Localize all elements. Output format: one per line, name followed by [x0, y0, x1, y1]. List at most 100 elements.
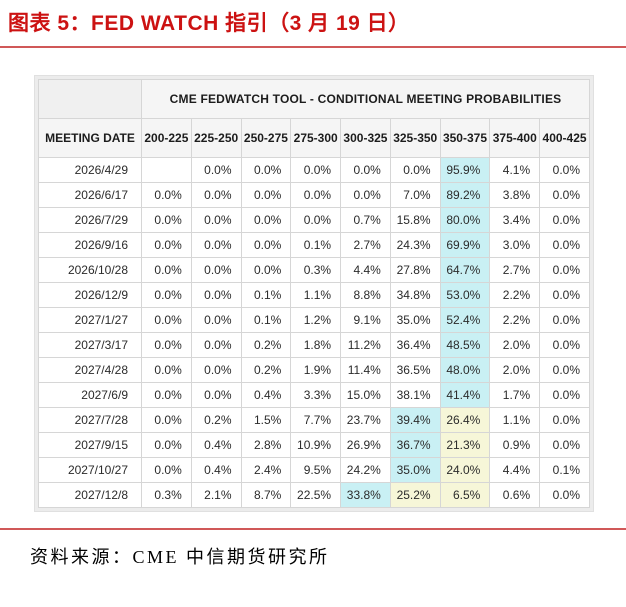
meeting-date-cell: 2027/7/28 — [38, 407, 142, 433]
probability-cell: 11.2% — [340, 332, 391, 358]
table-title: CME FEDWATCH TOOL - CONDITIONAL MEETING … — [141, 79, 590, 119]
probability-cell: 0.3% — [290, 257, 342, 283]
probability-cell: 3.0% — [489, 232, 541, 258]
probability-cell: 0.0% — [190, 157, 242, 183]
probability-cell: 25.2% — [389, 482, 441, 508]
probability-cell: 0.0% — [141, 282, 192, 308]
probability-cell: 1.9% — [290, 357, 342, 383]
probability-cell: 1.1% — [290, 282, 342, 308]
probability-cell: 80.0% — [439, 207, 491, 233]
probability-cell: 23.7% — [340, 407, 391, 433]
probability-cell: 21.3% — [439, 432, 491, 458]
table-row: 2026/4/29 0.0% 0.0% 0.0% 0.0% 0.0% 95.9% 4.1% 0.… — [38, 157, 590, 183]
probability-cell: 0.0% — [190, 232, 242, 258]
meeting-date-cell: 2027/10/27 — [38, 457, 142, 483]
meeting-date-cell: 2027/4/28 — [38, 357, 142, 383]
probability-cell: 0.0% — [190, 282, 242, 308]
probability-cell: 35.0% — [389, 307, 441, 333]
probability-cell: 0.0% — [539, 407, 590, 433]
rate-range-header: 300-325 — [340, 118, 391, 158]
probability-cell: 0.0% — [141, 207, 192, 233]
meeting-date-cell: 2026/7/29 — [38, 207, 142, 233]
meeting-date-cell: 2026/10/28 — [38, 257, 142, 283]
probability-cell: 9.1% — [340, 307, 391, 333]
probability-cell: 36.5% — [389, 357, 441, 383]
table-row: 2026/12/9 0.0% 0.0% 0.1% 1.1% 8.8% 34.8% 53.0% 2… — [38, 282, 590, 308]
probability-cell: 41.4% — [439, 382, 491, 408]
probability-cell: 2.2% — [489, 307, 541, 333]
probability-cell: 0.1% — [240, 282, 292, 308]
probability-cell: 2.7% — [340, 232, 391, 258]
rate-header-row: MEETING DATE 200-225 225-250 250-275 275-30… — [38, 118, 590, 158]
probability-cell: 9.5% — [290, 457, 342, 483]
probability-cell: 0.0% — [290, 157, 342, 183]
probability-cell: 33.8% — [340, 482, 391, 508]
probability-cell: 7.7% — [290, 407, 342, 433]
meeting-date-cell: 2027/1/27 — [38, 307, 142, 333]
probability-cell: 1.8% — [290, 332, 342, 358]
probability-cell: 0.0% — [240, 182, 292, 208]
fedwatch-table: CME FEDWATCH TOOL - CONDITIONAL MEETING … — [38, 79, 590, 508]
table-row: 2027/6/9 0.0% 0.0% 0.4% 3.3% 15.0% 38.1% 41.4% 1… — [38, 382, 590, 408]
probability-cell: 52.4% — [439, 307, 491, 333]
probability-cell: 24.2% — [340, 457, 391, 483]
probability-cell: 10.9% — [290, 432, 342, 458]
probability-cell: 4.4% — [340, 257, 391, 283]
probability-cell: 0.0% — [141, 182, 192, 208]
table-row: 2026/6/17 0.0% 0.0% 0.0% 0.0% 0.0% 7.0% 89.2% 3.… — [38, 182, 590, 208]
probability-cell: 0.0% — [240, 157, 292, 183]
rate-range-header: 225-250 — [190, 118, 242, 158]
probability-cell: 0.0% — [190, 182, 242, 208]
probability-cell: 0.0% — [539, 432, 590, 458]
probability-cell: 0.2% — [190, 407, 242, 433]
probability-cell: 0.0% — [141, 432, 192, 458]
figure-title: 图表 5：FED WATCH 指引（3 月 19 日） — [8, 12, 410, 35]
rate-range-header: 250-275 — [240, 118, 292, 158]
probability-cell: 0.0% — [290, 207, 342, 233]
probability-cell — [141, 157, 192, 183]
bottom-divider — [0, 528, 626, 530]
probability-cell: 0.0% — [290, 182, 342, 208]
probability-cell: 6.5% — [439, 482, 491, 508]
probability-cell: 0.7% — [340, 207, 391, 233]
table-row: 2027/3/17 0.0% 0.0% 0.2% 1.8% 11.2% 36.4% 48.5%… — [38, 332, 590, 358]
meeting-date-cell: 2026/4/29 — [38, 157, 142, 183]
probability-cell: 2.0% — [489, 357, 541, 383]
probability-cell: 0.6% — [489, 482, 541, 508]
probability-cell: 0.0% — [240, 207, 292, 233]
probability-cell: 0.0% — [190, 307, 242, 333]
probability-cell: 0.0% — [190, 207, 242, 233]
probability-cell: 38.1% — [389, 382, 441, 408]
probability-cell: 3.4% — [489, 207, 541, 233]
probability-cell: 0.2% — [240, 357, 292, 383]
report-figure: 图表 5：FED WATCH 指引（3 月 19 日） CME FEDWATCH… — [0, 12, 626, 567]
probability-cell: 22.5% — [290, 482, 342, 508]
probability-cell: 1.5% — [240, 407, 292, 433]
probability-cell: 0.0% — [340, 157, 391, 183]
rate-range-header: 200-225 — [141, 118, 192, 158]
probability-cell: 0.0% — [190, 357, 242, 383]
probability-cell: 39.4% — [389, 407, 441, 433]
table-row: 2026/10/28 0.0% 0.0% 0.0% 0.3% 4.4% 27.8% 64.7%… — [38, 257, 590, 283]
probability-cell: 0.0% — [190, 332, 242, 358]
meeting-date-cell: 2027/3/17 — [38, 332, 142, 358]
probability-cell: 36.7% — [389, 432, 441, 458]
meeting-date-cell: 2027/9/15 — [38, 432, 142, 458]
probability-cell: 0.0% — [539, 332, 590, 358]
table-row: 2027/9/15 0.0% 0.4% 2.8% 10.9% 26.9% 36.7% 21.3… — [38, 432, 590, 458]
rate-range-header: 325-350 — [389, 118, 441, 158]
probability-cell: 89.2% — [439, 182, 491, 208]
probability-cell: 0.0% — [539, 307, 590, 333]
probability-cell: 0.0% — [190, 382, 242, 408]
probability-cell: 0.0% — [240, 257, 292, 283]
probability-cell: 7.0% — [389, 182, 441, 208]
rate-range-header: 275-300 — [290, 118, 342, 158]
probability-cell: 8.8% — [340, 282, 391, 308]
probability-cell: 0.0% — [141, 257, 192, 283]
probability-cell: 0.0% — [389, 157, 441, 183]
probability-cell: 0.4% — [240, 382, 292, 408]
probability-cell: 95.9% — [439, 157, 491, 183]
probability-cell: 4.4% — [489, 457, 541, 483]
probability-cell: 2.2% — [489, 282, 541, 308]
probability-cell: 0.1% — [290, 232, 342, 258]
